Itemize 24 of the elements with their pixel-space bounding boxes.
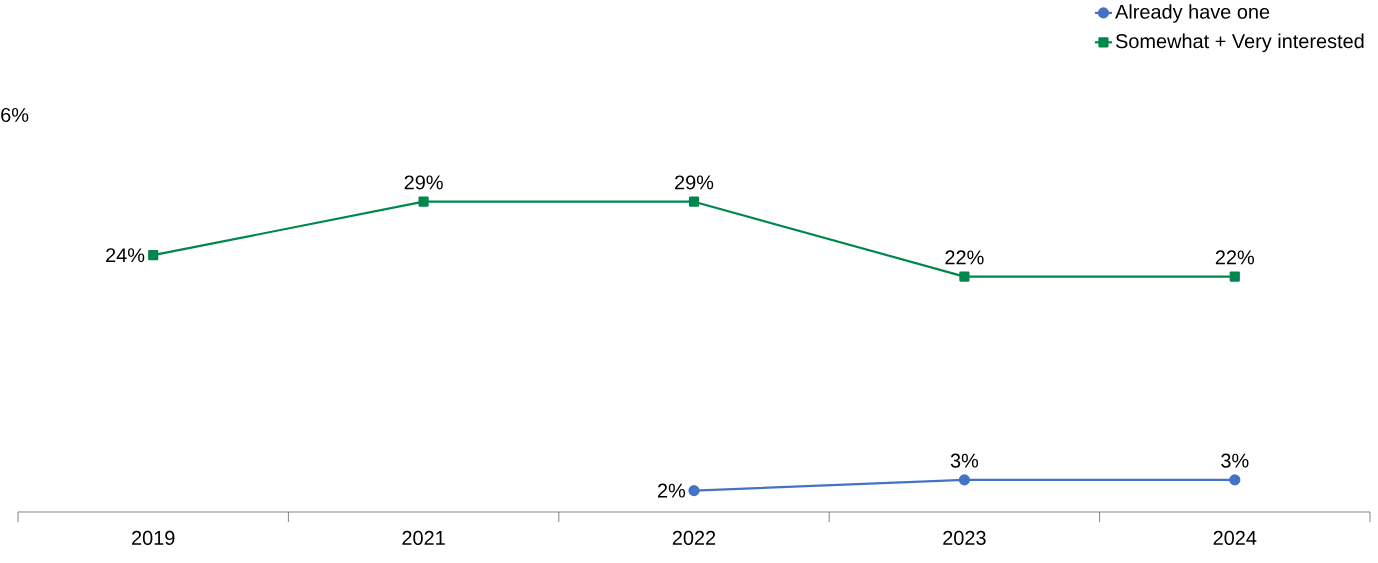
x-tick-label: 2023 [943,530,986,545]
data-label: 2% [658,483,686,498]
point [958,474,970,486]
data-label: 24% [106,248,145,263]
data-label: 3% [1221,453,1249,468]
text: 6% [1,107,29,123]
data-label: 22% [1215,250,1255,265]
x-tick-label: 2021 [402,530,445,545]
x-tick-label: 2019 [132,530,175,545]
point [418,196,429,207]
point [688,196,700,207]
point [688,485,700,497]
point [959,271,970,282]
data-label: 29% [404,175,443,190]
point [1229,474,1241,486]
legend-label: Already have one [1115,4,1270,23]
data-label: 3% [950,453,979,468]
data-label: 22% [945,250,984,265]
data-label: 29% [675,175,714,190]
x-tick-label: 2022 [672,530,716,545]
point [1229,271,1240,282]
x-tick-label: 2024 [1213,530,1257,545]
legend-label: Somewhat + Very interested [1115,33,1364,53]
point [148,250,159,261]
